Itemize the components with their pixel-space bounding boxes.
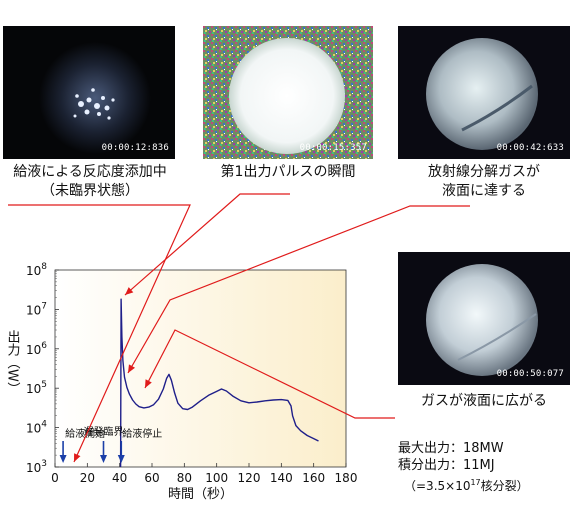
caption-gas-reaches: 放射線分解ガスが 液面に達する	[394, 163, 574, 201]
x-axis-label: 時間（秒）	[168, 487, 233, 502]
x-tick-label-3: 60	[144, 471, 159, 485]
caption-first-pulse-line1: 第1出力パルスの瞬間	[220, 164, 356, 180]
photo-gas-spreads: 00:00:50:077	[398, 252, 570, 385]
x-tick-label-0: 0	[51, 471, 59, 485]
stats-integrated-power: 積分出力：11MJ	[398, 458, 495, 473]
callout-first-pulse-line	[124, 193, 290, 296]
x-tick-label-2: 40	[112, 471, 127, 485]
caption-feeding: 給液による反応度添加中 （未臨界状態）	[0, 163, 180, 201]
photo-first-pulse: 00:00:15:357	[203, 26, 373, 159]
annotation-arrow-head-1	[100, 455, 107, 463]
caption-feeding-line1: 給液による反応度添加中	[13, 164, 167, 180]
annotation-label-1: 遅発臨界	[84, 425, 124, 438]
x-tick-label-4: 80	[177, 471, 192, 485]
photo-gas-reaches-image	[426, 38, 538, 150]
plot-area	[54, 269, 347, 468]
caption-gas-spreads: ガスが液面に広がる	[394, 392, 574, 411]
annotation-label-0: 給液開始	[65, 427, 105, 440]
stats-fissions-pre: （=3.5×10	[404, 479, 471, 493]
stats-max-power: 最大出力：18MW	[398, 441, 504, 456]
y-axis-label: 出力（W）	[5, 330, 21, 395]
annotation-arrow-head-0	[59, 455, 67, 463]
annotation-label-2: 給液停止	[122, 427, 162, 440]
callout-feeding-arrowhead	[74, 453, 81, 462]
stats-fissions: （=3.5×1017核分裂）	[398, 474, 529, 495]
stats-block: 最大出力：18MW 積分出力：11MJ （=3.5×1017核分裂）	[398, 440, 529, 495]
photo-gas-spreads-timestamp: 00:00:50:077	[496, 369, 564, 379]
callout-gas-reaches-arrowhead	[128, 364, 136, 373]
y-tick-label-5: 108	[26, 262, 47, 278]
photo-first-pulse-image	[203, 26, 373, 159]
x-tick-label-7: 140	[270, 471, 293, 485]
photo-gas-reaches: 00:00:42:633	[398, 26, 570, 159]
power-series-line	[119, 298, 319, 468]
x-tick-label-1: 20	[80, 471, 95, 485]
y-tick-label-1: 104	[26, 420, 47, 436]
stats-fissions-exp: 17	[470, 478, 481, 487]
x-tick-label-5: 100	[205, 471, 228, 485]
y-tick-label-0: 103	[26, 459, 47, 475]
caption-gas-reaches-line1: 放射線分解ガスが	[428, 164, 540, 180]
x-tick-label-6: 120	[238, 471, 261, 485]
annotation-arrow-head-2	[117, 455, 125, 463]
callout-gas-spreads-arrowhead	[145, 379, 152, 388]
caption-first-pulse: 第1出力パルスの瞬間	[198, 163, 378, 182]
caption-feeding-line2: （未臨界状態）	[41, 183, 139, 199]
callout-feeding-line	[8, 204, 191, 463]
stats-fissions-post: 核分裂）	[480, 479, 529, 493]
callout-first-pulse-arrowhead	[125, 287, 134, 295]
x-tick-label-8: 160	[302, 471, 325, 485]
x-tick-label-9: 180	[335, 471, 358, 485]
callout-gas-spreads-line	[144, 329, 395, 419]
photo-gas-spreads-image	[426, 264, 538, 376]
photo-feeding-timestamp: 00:00:12:836	[101, 143, 169, 153]
y-tick-label-4: 107	[26, 301, 47, 317]
callout-gas-reaches-line	[127, 205, 470, 374]
photo-first-pulse-timestamp: 00:00:15:357	[299, 143, 367, 153]
photo-feeding: 00:00:12:836	[3, 26, 175, 159]
photo-feeding-image	[39, 42, 151, 154]
caption-gas-reaches-line2: 液面に達する	[442, 183, 526, 199]
y-tick-label-2: 105	[26, 380, 47, 396]
photo-gas-reaches-timestamp: 00:00:42:633	[496, 143, 564, 153]
caption-gas-spreads-line1: ガスが液面に広がる	[421, 393, 547, 409]
y-tick-label-3: 106	[26, 341, 47, 357]
